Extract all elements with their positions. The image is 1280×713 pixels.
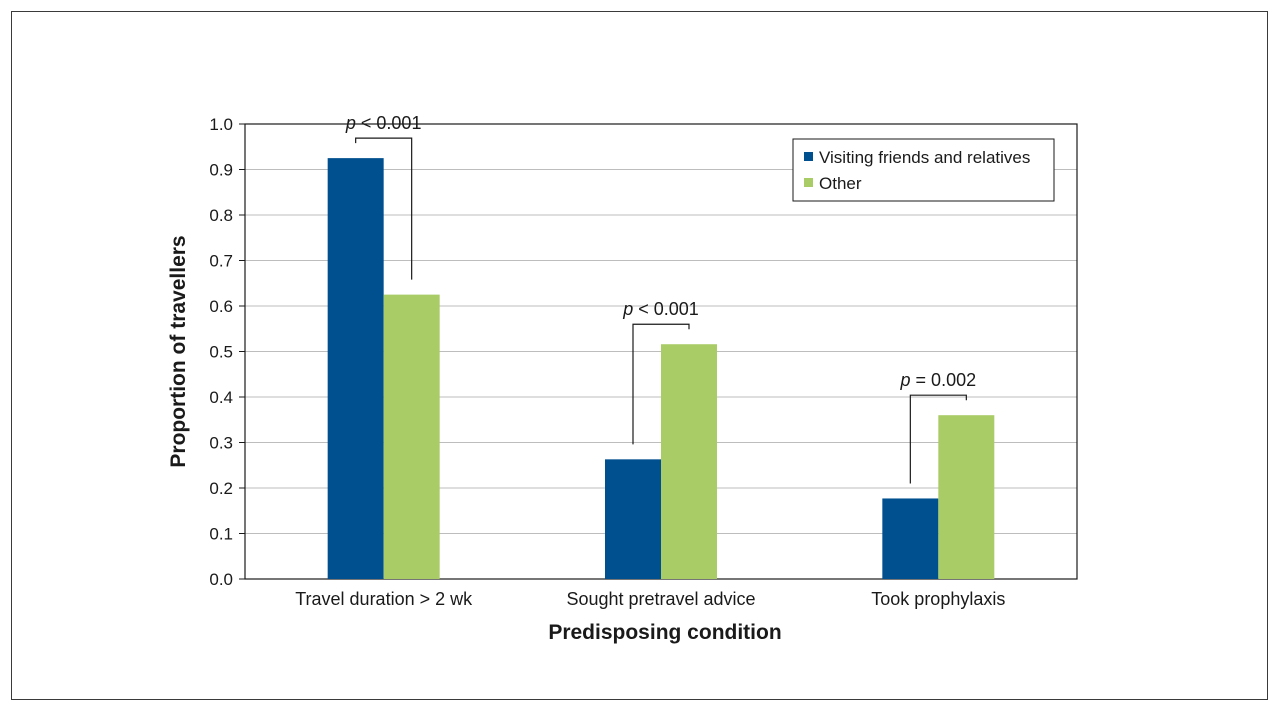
y-tick-label: 0.2 [209,479,233,498]
y-tick-label: 0.7 [209,252,233,271]
y-tick-label: 0.6 [209,297,233,316]
figure-frame [11,11,1268,700]
y-axis-label: Proportion of travellers [167,235,190,467]
legend-box [792,138,1055,202]
y-tick-label: 0.0 [209,570,233,589]
x-axis-tick-labels: Travel duration > 2 wk Sought pretravel a… [295,589,1005,609]
legend-swatch-visiting-friends-and-relatives [804,152,813,161]
bar-visiting-friends-and-relatives [327,158,384,579]
legend-label-other: Other [819,174,862,193]
significance-bracket [632,323,690,445]
legend-label-visiting-friends-and-relatives: Visiting friends and relatives [819,148,1030,167]
x-tick-label: Took prophylaxis [871,589,1005,609]
p-value-label: p < 0.001 [345,113,422,133]
x-tick-label: Sought pretravel advice [566,589,755,609]
bar-other [938,415,995,579]
y-tick-label: 0.8 [209,206,233,225]
legend: Visiting friends and relatives Other [792,138,1055,202]
y-tick-label: 1.0 [209,115,233,134]
y-tick-label: 0.1 [209,525,233,544]
bar-visiting-friends-and-relatives [882,498,939,579]
significance-bracket [355,137,413,280]
bar-other [383,294,440,579]
p-value-annotations: p < 0.001 p < 0.001 p = 0.002 [345,113,977,484]
legend-swatch-other [804,178,813,187]
y-tick-label: 0.9 [209,161,233,180]
y-tick-label: 0.3 [209,434,233,453]
p-value-label: p = 0.002 [900,370,977,390]
bar-visiting-friends-and-relatives [605,459,661,579]
bars [327,158,995,579]
p-value-label: p < 0.001 [622,299,699,319]
y-tick-label: 0.4 [209,388,233,407]
significance-bracket [909,394,967,484]
x-tick-label: Travel duration > 2 wk [295,589,473,609]
y-axis-ticks: 0.0 0.1 0.2 0.3 0.4 0.5 0.6 0.7 0.8 0.9 1.0 [209,115,245,589]
bar-other [661,344,717,579]
y-tick-label: 0.5 [209,343,233,362]
x-axis-label: Predisposing condition [548,621,781,644]
